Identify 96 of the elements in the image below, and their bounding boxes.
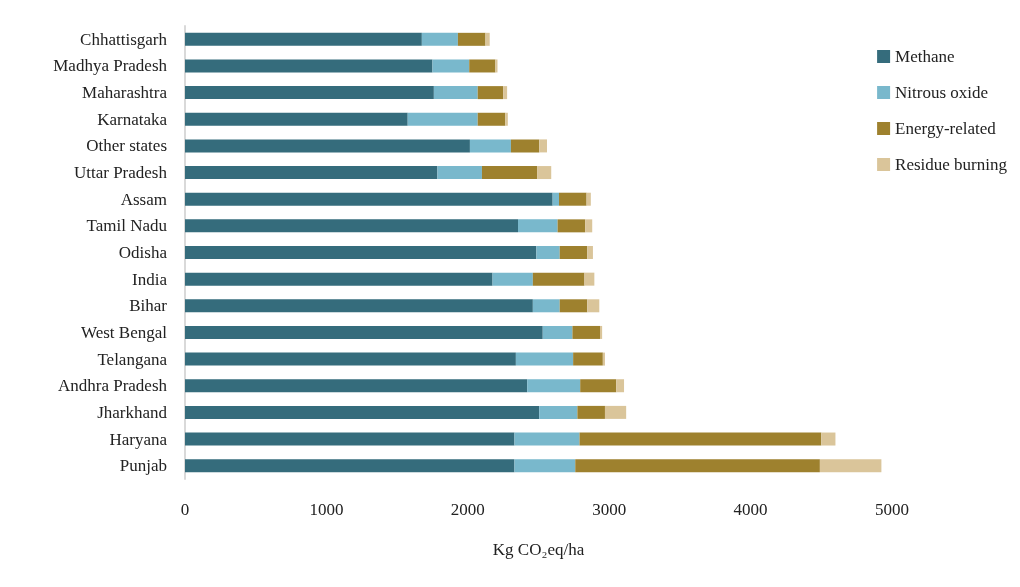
bar — [587, 299, 600, 313]
bar — [185, 86, 434, 100]
y-tick-label: India — [132, 269, 168, 289]
bar — [536, 246, 560, 259]
bar — [616, 379, 625, 393]
bar — [185, 59, 433, 73]
bar — [185, 219, 518, 233]
y-tick-label: Uttar Pradesh — [73, 163, 168, 183]
y-tick-label: Haryana — [109, 429, 168, 449]
x-axis-title: Kg CO₂eq/ha — [492, 540, 585, 559]
bar — [185, 112, 408, 126]
y-tick-label: Assam — [120, 189, 167, 209]
bar — [537, 166, 552, 180]
x-tick-label: 4000 — [733, 500, 768, 519]
bar — [559, 246, 588, 259]
bar — [185, 299, 533, 313]
bar — [495, 59, 498, 73]
bar — [580, 379, 617, 393]
bar — [433, 86, 478, 100]
bar — [577, 405, 605, 419]
bar — [552, 192, 559, 206]
y-tick-label: Maharashtra — [82, 83, 168, 103]
bar — [604, 405, 627, 419]
bar — [539, 405, 578, 419]
bar — [185, 379, 528, 393]
legend-label: Energy-related — [895, 119, 997, 138]
legend-label: Methane — [895, 47, 955, 66]
legend-label: Residue burning — [895, 155, 1008, 174]
bar — [505, 112, 508, 126]
y-tick-label: Punjab — [119, 456, 167, 476]
x-tick-label: 1000 — [309, 500, 344, 519]
bar — [481, 166, 538, 180]
y-tick-label: Madhya Pradesh — [53, 56, 168, 76]
bar — [586, 192, 591, 206]
bar — [527, 379, 581, 393]
bar — [457, 32, 486, 46]
bar — [185, 352, 516, 366]
bar — [510, 139, 540, 153]
bar — [532, 299, 560, 313]
bar — [185, 32, 422, 46]
bar — [477, 112, 506, 126]
bar — [575, 459, 820, 473]
bar — [572, 325, 601, 339]
y-tick-label: Bihar — [129, 296, 168, 316]
bar — [579, 432, 822, 446]
y-tick-label: Odisha — [118, 243, 168, 262]
bar — [477, 86, 504, 100]
bar — [585, 219, 593, 233]
x-tick-label: 3000 — [592, 500, 627, 519]
bar — [185, 139, 470, 153]
bar — [469, 59, 496, 73]
bar — [185, 246, 537, 259]
y-tick-label: West Bengal — [81, 322, 168, 342]
bar — [532, 272, 585, 286]
bar — [469, 139, 511, 153]
bar — [515, 352, 574, 366]
bar — [185, 432, 515, 446]
bar — [185, 405, 540, 419]
bar — [600, 325, 603, 339]
bar — [821, 432, 836, 446]
bar — [432, 59, 470, 73]
bar — [557, 219, 586, 233]
y-tick-label: Telangana — [97, 349, 168, 369]
bar — [485, 32, 490, 46]
bar — [584, 272, 595, 286]
bar — [185, 192, 553, 206]
bar — [602, 352, 605, 366]
bar — [514, 459, 576, 473]
bar — [185, 325, 543, 339]
bar — [539, 139, 547, 153]
y-tick-label: Jharkhand — [97, 402, 168, 422]
bar — [437, 166, 482, 180]
x-tick-label: 0 — [180, 500, 190, 519]
bar — [185, 459, 515, 473]
bar — [819, 459, 882, 473]
bar — [573, 352, 603, 366]
bar — [492, 272, 533, 286]
bar — [518, 219, 558, 233]
bar — [185, 166, 438, 180]
x-tick-label: 2000 — [450, 500, 485, 519]
bar — [559, 299, 588, 313]
y-tick-label: Tamil Nadu — [86, 216, 168, 236]
bar — [407, 112, 478, 126]
bar — [587, 246, 593, 259]
bar — [542, 325, 573, 339]
y-tick-label: Other states — [86, 136, 167, 156]
y-tick-label: Karnataka — [97, 109, 168, 129]
y-tick-label: Andhra Pradesh — [57, 376, 168, 396]
bar — [514, 432, 580, 446]
x-tick-label: 5000 — [875, 500, 909, 519]
y-tick-label: Chhattisgarh — [80, 29, 168, 49]
bar — [503, 86, 508, 100]
bar — [559, 192, 587, 206]
bar — [421, 32, 458, 46]
legend-label: Nitrous oxide — [895, 83, 989, 102]
bar — [185, 272, 493, 286]
